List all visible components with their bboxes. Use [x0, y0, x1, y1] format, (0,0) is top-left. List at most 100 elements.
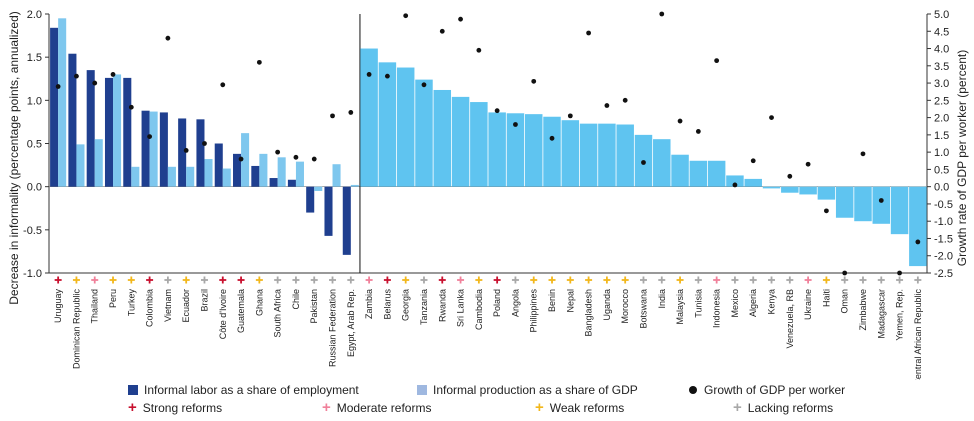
x-tick-label-rwanda: Rwanda [437, 289, 447, 322]
bar-production-philippines [524, 114, 543, 187]
dot-growth-guatemala [238, 156, 244, 162]
x-tick-label-turkey: Turkey [126, 289, 136, 317]
x-tick-label-guatemala: Guatemala [236, 289, 246, 333]
dot-growth-oman [842, 270, 848, 276]
dot-growth-uruguay [55, 84, 61, 89]
legend-plus-moderate: + [322, 399, 331, 416]
bar-labor-ghana [251, 165, 260, 187]
x-tick-label-philippines: Philippines [529, 289, 539, 333]
bar-labor-c-te-d-ivoire [214, 143, 223, 187]
bar-labor-peru [104, 77, 114, 187]
y-tick-label: -0.5 [23, 225, 42, 237]
x-tick-label-bangladesh: Bangladesh [584, 289, 594, 337]
y-tick-label: 2.0 [27, 9, 42, 21]
dot-growth-central-african-republic [915, 239, 921, 245]
x-tick-label-ukraine: Ukraine [803, 289, 813, 320]
bar-production-south-africa [277, 157, 286, 187]
dot-growth-benin [549, 135, 555, 141]
x-tick-label-tanzania: Tanzania [419, 289, 429, 325]
legend-label-production: Informal production as a share of GDP [433, 383, 638, 397]
dot-growth-dominican-republic [74, 73, 79, 79]
x-tick-label-malaysia: Malaysia [675, 289, 685, 325]
x-tick-label-sri-lanka: Sri Lanka [456, 289, 466, 327]
dot-growth-zimbabwe [860, 151, 866, 157]
bar-production-chile [295, 161, 304, 187]
dot-growth-egypt-arab-rep [348, 110, 354, 115]
bar-labor-egypt-arab-rep [342, 186, 351, 255]
bar-production-russian-federation [332, 164, 341, 187]
x-tick-label-botswana: Botswana [638, 289, 648, 329]
dot-growth-tanzania [421, 82, 427, 88]
bar-production-tanzania [415, 79, 433, 187]
x-tick-label-peru: Peru [108, 289, 118, 308]
bar-production-brazil [204, 159, 213, 187]
x-tick-label-vietnam: Vietnam [163, 289, 173, 322]
legend-label-labor: Informal labor as a share of employment [144, 383, 359, 397]
dot-growth-peru [110, 72, 116, 77]
legend-label-moderate: Moderate reforms [336, 401, 432, 415]
bar-labor-brazil [196, 119, 205, 187]
y-tick-label: -1.0 [23, 268, 42, 280]
legend-plus-lacking: + [733, 399, 742, 416]
dot-growth-algeria [750, 158, 756, 164]
dot-growth-sri-lanka [458, 16, 463, 22]
dot-growth-ecuador [183, 148, 189, 153]
dot-growth-venezuela-rb [787, 173, 793, 179]
x-tick-label-egypt-arab-rep: Egypt, Arab Rep. [346, 289, 356, 357]
growth-dots [55, 11, 921, 276]
x-tick-label-belarus: Belarus [382, 289, 392, 320]
bar-production-uruguay [58, 18, 67, 187]
dot-growth-yemen-rep [897, 270, 902, 276]
bar-production-peru [113, 74, 122, 187]
bar-production-oman [835, 186, 854, 218]
bar-production-zambia [360, 48, 378, 187]
x-tick-label-thailand: Thailand [90, 289, 100, 324]
bar-production-tunisia [689, 160, 708, 187]
dot-growth-ukraine [805, 161, 811, 167]
bar-production-cambodia [470, 102, 488, 187]
y-tick-label: 0.5 [27, 139, 42, 151]
x-tick-label-uruguay: Uruguay [53, 289, 63, 324]
y-axis-label: Decrease in informality (percentage poin… [7, 11, 21, 305]
x-tick-label-morocco: Morocco [620, 289, 630, 324]
y2-axis-label: Growth rate of GDP per worker (percent) [955, 50, 969, 267]
bar-production-sri-lanka [451, 96, 470, 187]
dot-growth-philippines [531, 78, 537, 84]
bar-production-ghana [259, 153, 268, 187]
dot-growth-bangladesh [586, 30, 592, 36]
x-tick-label-india: India [657, 289, 667, 309]
y2-tick-label: 2.0 [934, 113, 949, 125]
dot-growth-zambia [366, 72, 372, 77]
bar-labor-uruguay [50, 27, 59, 187]
bar-labor-pakistan [306, 186, 315, 213]
y2-tick-label: 1.0 [934, 147, 949, 159]
x-tick-label-chile: Chile [291, 289, 301, 310]
x-tick-label-benin: Benin [547, 289, 557, 312]
x-tick-label-ghana: Ghana [254, 289, 264, 316]
bar-production-india [653, 139, 671, 187]
bars [50, 18, 927, 267]
bar-labor-guatemala [233, 153, 242, 187]
dot-growth-tunisia [695, 129, 701, 134]
reform-markers [54, 276, 922, 284]
dot-growth-nepal [567, 113, 573, 119]
dot-growth-haiti [823, 208, 829, 214]
bar-labor-dominican-republic [68, 53, 77, 187]
bar-production-central-african-republic [909, 186, 927, 267]
x-tick-label-poland: Poland [492, 289, 502, 317]
x-tick-label-georgia: Georgia [401, 289, 411, 321]
y2-tick-label: 0.0 [934, 182, 949, 194]
bar-labor-thailand [86, 70, 95, 187]
x-tick-label-south-africa: South Africa [273, 289, 283, 338]
dot-growth-madagascar [878, 198, 884, 203]
x-tick-label-venezuela-rb: Venezuela, RB [785, 289, 795, 349]
legend: Informal labor as a share of employment … [0, 378, 974, 421]
dot-growth-india [659, 11, 665, 17]
y2-tick-label: 5.0 [934, 9, 949, 21]
y2-tick-label: -0.5 [934, 199, 953, 211]
legend-item-production: Informal production as a share of GDP [417, 382, 638, 398]
legend-item-lacking: + Lacking reforms [733, 400, 833, 416]
dot-growth-cambodia [476, 47, 482, 53]
x-tick-label-haiti: Haiti [821, 289, 831, 307]
bar-production-angola [506, 113, 525, 187]
